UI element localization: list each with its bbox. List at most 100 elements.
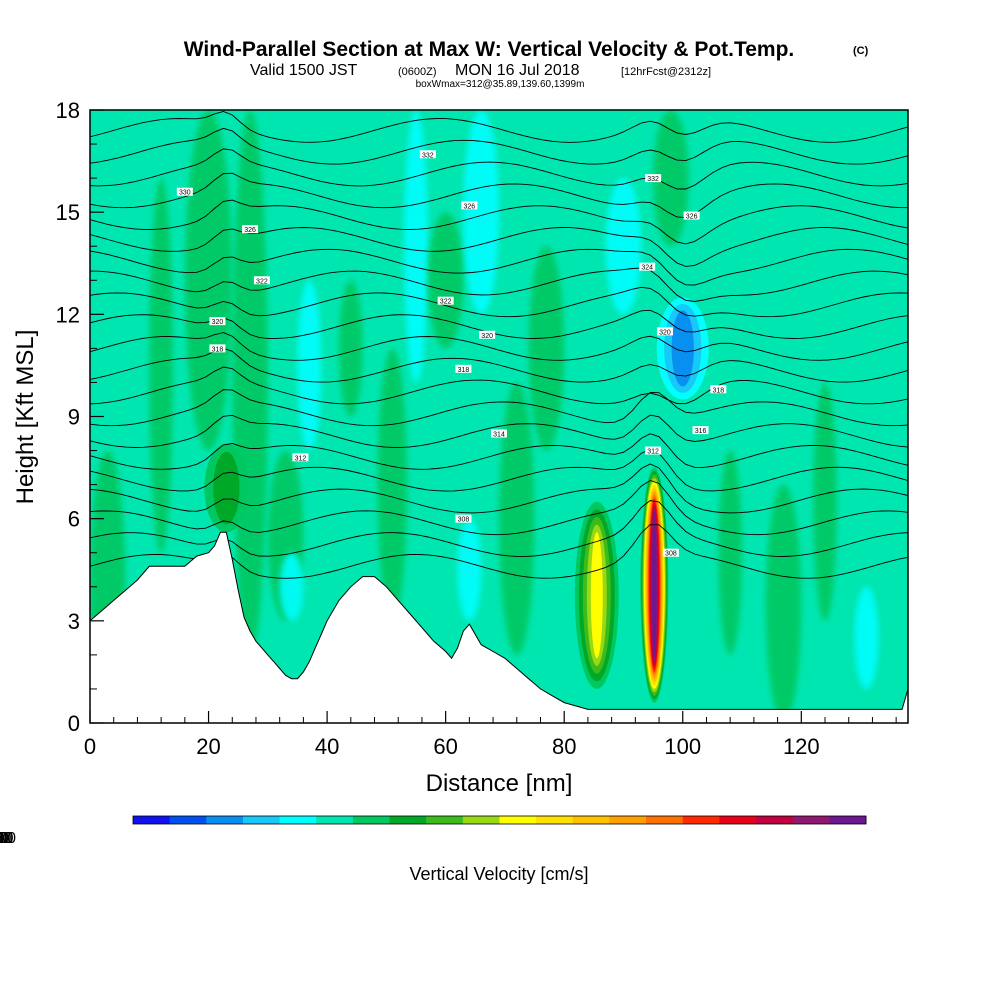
- x-tick-label: 40: [315, 734, 339, 759]
- colorbar-swatch: [792, 816, 830, 824]
- y-tick-label: 9: [68, 405, 80, 430]
- colorbar-swatch: [829, 816, 867, 824]
- isentrope-label: 324: [639, 262, 656, 272]
- chart-subtitle: Valid 1500 JST (0600Z) MON 16 Jul 2018 […: [250, 62, 711, 79]
- x-tick-label: 60: [433, 734, 457, 759]
- isentrope-label: 332: [419, 150, 436, 159]
- x-tick-label: 120: [783, 734, 820, 759]
- isentrope-line: [90, 309, 908, 339]
- isentrope-label: 326: [461, 201, 478, 210]
- colorbar-label: -40: [0, 830, 12, 847]
- x-tick-label: 80: [552, 734, 576, 759]
- isentrope-label: 320: [209, 317, 226, 326]
- svg-text:330: 330: [179, 190, 191, 197]
- copyright-mark: (C): [853, 45, 869, 57]
- svg-text:322: 322: [256, 278, 268, 285]
- svg-text:326: 326: [686, 214, 698, 221]
- x-tick-label: 100: [664, 734, 701, 759]
- isentrope-contours: [90, 111, 908, 579]
- colorbar-swatch: [316, 816, 354, 824]
- isentrope-line: [90, 433, 908, 470]
- svg-text:(0600Z): (0600Z): [398, 66, 437, 78]
- y-axis: 0 3 6 9 12 15 18: [56, 98, 104, 736]
- svg-text:312: 312: [647, 449, 659, 456]
- svg-text:308: 308: [665, 551, 677, 558]
- y-tick-label: 12: [56, 302, 80, 327]
- isentrope-label: 312: [292, 453, 309, 462]
- svg-text:320: 320: [659, 329, 671, 336]
- x-axis-title: Distance [nm]: [426, 770, 573, 797]
- isentrope-line: [90, 480, 908, 536]
- colorbar-title: Vertical Velocity [cm/s]: [409, 864, 588, 884]
- svg-text:318: 318: [212, 346, 224, 353]
- colorbar-swatch: [719, 816, 757, 824]
- svg-text:320: 320: [481, 333, 493, 340]
- colorbar-swatch: [352, 816, 390, 824]
- box-info: boxWmax=312@35.89,139.60,1399m: [416, 79, 585, 90]
- isentrope-line: [90, 111, 908, 143]
- svg-text:[12hrFcst@2312z]: [12hrFcst@2312z]: [621, 66, 711, 78]
- isentrope-label: 320: [656, 327, 673, 336]
- isentrope-label: 318: [209, 344, 226, 353]
- x-tick-label: 20: [196, 734, 220, 759]
- isentrope-line: [90, 448, 908, 492]
- isentrope-label: 312: [645, 446, 662, 456]
- isentrope-line: [90, 199, 908, 245]
- svg-text:318: 318: [712, 387, 724, 394]
- isentrope-label: 318: [710, 385, 727, 394]
- isentrope-line: [90, 172, 908, 219]
- svg-text:312: 312: [295, 455, 307, 462]
- svg-text:MON 16 Jul 2018: MON 16 Jul 2018: [455, 62, 580, 79]
- isentrope-line: [90, 389, 908, 427]
- y-tick-label: 6: [68, 507, 80, 532]
- isentrope-label: 314: [491, 429, 507, 439]
- colorbar-swatch: [536, 816, 574, 824]
- x-axis: 0 20 40 60 80 100 120: [84, 711, 897, 759]
- isentrope-line: [90, 463, 908, 514]
- isentrope-label: 332: [645, 174, 662, 183]
- colorbar-swatch: [462, 816, 500, 824]
- y-axis-title: Height [Kft MSL]: [12, 330, 39, 505]
- colorbar-swatch: [133, 816, 171, 824]
- svg-text:308: 308: [458, 517, 470, 524]
- svg-text:314: 314: [493, 432, 505, 439]
- isentrope-labels: 330 326 322 320 318 312 332 326 322 320 318 314 308 3…: [176, 150, 727, 558]
- chart-title: Wind-Parallel Section at Max W: Vertical…: [184, 38, 795, 61]
- svg-text:324: 324: [641, 265, 653, 272]
- colorbar-swatch: [169, 816, 207, 824]
- isentrope-label: 320: [479, 330, 496, 340]
- colorbar-swatch: [609, 816, 647, 824]
- svg-text:322: 322: [440, 299, 452, 306]
- isentrope-label: 330: [176, 187, 193, 197]
- svg-text:320: 320: [212, 319, 224, 326]
- isentrope-line: [90, 227, 908, 267]
- svg-text:316: 316: [695, 428, 707, 435]
- colorbar-label: 20: [0, 830, 9, 847]
- isentrope-label: 308: [455, 514, 472, 524]
- isentrope-label: 322: [253, 276, 270, 285]
- y-tick-label: 18: [56, 98, 80, 123]
- terrain: [90, 531, 908, 723]
- isentrope-label: 326: [683, 211, 700, 221]
- colorbar-swatch: [646, 816, 684, 824]
- y-tick-label: 15: [56, 200, 80, 225]
- x-tick-label: 0: [84, 734, 96, 759]
- isentrope-line: [90, 248, 908, 286]
- colorbar-label: 260: [0, 830, 13, 847]
- colorbar-label: -100: [0, 830, 16, 847]
- colorbar-label: 140: [0, 830, 13, 847]
- plot-area: 330 326 322 320 318 312 332 326 322 320 318 314 308 3…: [89, 109, 909, 724]
- y-tick-label: 0: [68, 711, 80, 736]
- colorbar-swatch: [572, 816, 610, 824]
- svg-text:326: 326: [244, 227, 256, 234]
- updraft-85nm: [574, 501, 619, 689]
- colorbar-swatch: [682, 816, 720, 824]
- isentrope-label: 326: [242, 225, 259, 234]
- svg-text:332: 332: [422, 152, 434, 159]
- svg-text:318: 318: [458, 367, 470, 374]
- colorbar-swatch: [756, 816, 794, 824]
- isentrope-line: [90, 267, 908, 302]
- isentrope-line: [90, 127, 908, 165]
- isentrope-line: [90, 148, 908, 190]
